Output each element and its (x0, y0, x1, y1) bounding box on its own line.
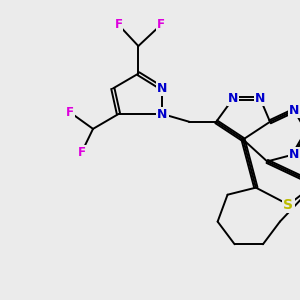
Text: N: N (289, 104, 299, 117)
Text: N: N (228, 92, 238, 105)
Text: N: N (157, 107, 168, 121)
Text: F: F (66, 106, 74, 119)
Text: N: N (289, 148, 299, 161)
Text: F: F (78, 146, 86, 159)
Text: F: F (115, 18, 122, 31)
Text: N: N (255, 92, 265, 105)
Text: S: S (284, 198, 293, 212)
Text: F: F (157, 18, 165, 31)
Text: N: N (157, 82, 168, 95)
